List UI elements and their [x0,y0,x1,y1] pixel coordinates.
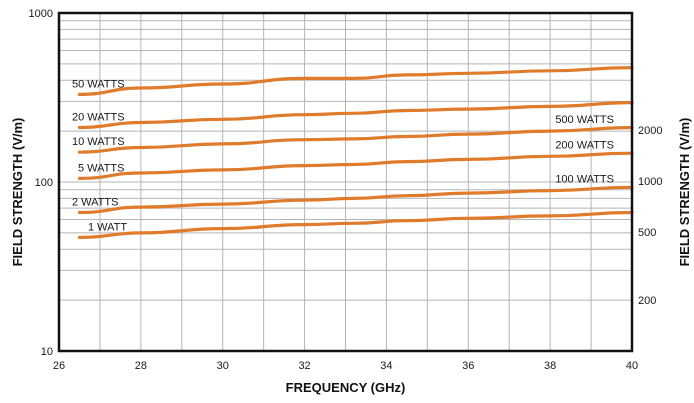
y-tick-label: 100 [35,177,53,189]
series-label-5-watts: 5 WATTS [78,162,124,174]
x-tick-label: 30 [217,360,229,372]
y-right-tick-label: 500 [638,227,656,239]
series-line-20-watts [77,101,634,130]
series-line-50-watts [77,66,634,96]
right-label-500-watts: 500 WATTS [555,114,614,126]
y-right-tick-label: 200 [638,295,656,307]
x-tick-label: 32 [298,360,310,372]
y-tick-label: 1000 [29,8,53,20]
x-tick-label: 40 [626,360,638,372]
x-tick-label: 36 [462,360,474,372]
series-labels: 50 WATTS 20 WATTS 10 WATTS 5 WATTS 2 WATTS 1 … [72,78,614,233]
series-label-20-watts: 20 WATTS [72,112,125,124]
x-axis-title: FREQUENCY (GHz) [286,380,406,395]
series-label-1-watt: 1 WATT [88,221,127,233]
right-label-100-watts: 100 WATTS [555,174,614,186]
grid [59,13,632,351]
series-lines [77,66,634,239]
series-line-10-watts [77,125,634,154]
right-label-200-watts: 200 WATTS [555,139,614,151]
y-axis-title-left: FIELD STRENGTH (V/m) [10,118,25,267]
series-label-50-watts: 50 WATTS [72,78,125,90]
y-right-tick-label: 2000 [638,125,662,137]
x-tick-label: 38 [544,360,556,372]
y-right-tick-label: 1000 [638,176,662,188]
series-label-2-watts: 2 WATTS [72,196,118,208]
series-line-5-watts [77,151,634,180]
y-tick-label: 10 [41,346,53,358]
plot-frame [57,11,634,353]
x-tick-label: 34 [380,360,392,372]
x-tick-label: 28 [135,360,147,372]
series-line-1-watt [77,210,634,239]
series-label-10-watts: 10 WATTS [72,136,125,148]
series-line-2-watts [77,185,634,215]
tick-labels: 26 28 30 32 34 36 38 40 1000 100 10 2000 1000 500 200 [29,8,663,372]
x-tick-label: 26 [53,360,65,372]
y-axis-title-right: FIELD STRENGTH (V/m) [677,118,692,267]
